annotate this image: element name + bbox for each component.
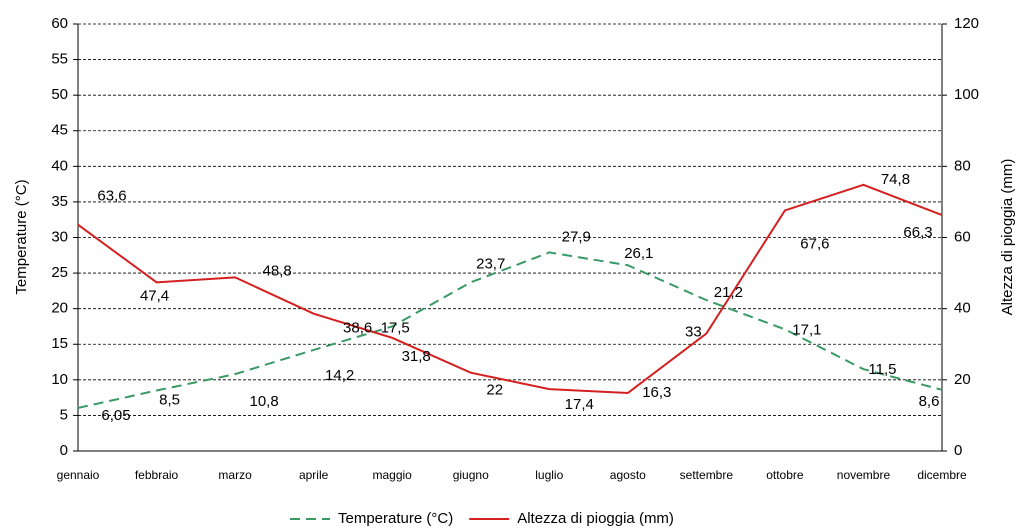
- y-tick-label: 60: [51, 15, 68, 32]
- legend-label: Temperature (°C): [338, 510, 453, 527]
- y-tick-label: 45: [51, 122, 68, 139]
- y2-tick-label: 20: [954, 371, 971, 388]
- data-label: 67,6: [800, 235, 829, 252]
- x-tick-label: settembre: [680, 468, 734, 482]
- y-tick-label: 10: [51, 371, 68, 388]
- x-tick-label: novembre: [837, 468, 891, 482]
- x-tick-label: febbraio: [135, 468, 179, 482]
- data-label: 74,8: [881, 171, 910, 188]
- y2-axis-label: Altezza di pioggia (mm): [999, 159, 1016, 316]
- data-label: 31,8: [402, 348, 431, 365]
- legend-label: Altezza di pioggia (mm): [517, 510, 674, 527]
- data-label: 66,3: [903, 224, 932, 241]
- line-series: [77, 183, 943, 395]
- x-tick-label: ottobre: [766, 468, 804, 482]
- y-tick-label: 55: [51, 51, 68, 68]
- data-label: 8,5: [159, 391, 180, 408]
- x-tick-label: giugno: [453, 468, 489, 482]
- data-label: 26,1: [624, 245, 653, 262]
- y-tick-label: 0: [60, 442, 68, 459]
- x-tick-label: aprile: [299, 468, 329, 482]
- y2-tick-label: 100: [954, 86, 979, 103]
- x-tick-label: luglio: [535, 468, 563, 482]
- y-tick-label: 35: [51, 193, 68, 210]
- y-tick-label: 20: [51, 300, 68, 317]
- y-tick-label: 40: [51, 157, 68, 174]
- data-label: 16,3: [642, 384, 671, 401]
- x-tick-label: dicembre: [917, 468, 967, 482]
- y-axis-label: Temperature (°C): [13, 179, 30, 294]
- x-tick-label: agosto: [610, 468, 646, 482]
- data-label: 48,8: [262, 262, 291, 279]
- y-tick-label: 50: [51, 86, 68, 103]
- data-label: 17,5: [381, 319, 410, 336]
- y2-tick-label: 60: [954, 228, 971, 245]
- line-series: [77, 251, 943, 409]
- data-label: 33: [685, 324, 702, 341]
- y2-tick-label: 120: [954, 15, 979, 32]
- data-label: 47,4: [140, 287, 169, 304]
- data-label: 8,6: [919, 393, 940, 410]
- data-label: 14,2: [325, 367, 354, 384]
- y-tick-label: 5: [60, 406, 68, 423]
- data-label: 38,6: [343, 320, 372, 337]
- y2-tick-label: 0: [954, 442, 962, 459]
- x-tick-label: maggio: [373, 468, 413, 482]
- y-tick-label: 15: [51, 335, 68, 352]
- data-label: 27,9: [562, 228, 591, 245]
- data-label: 10,8: [249, 393, 278, 410]
- y-tick-label: 25: [51, 264, 68, 281]
- x-tick-label: marzo: [218, 468, 252, 482]
- data-label: 11,5: [868, 361, 896, 378]
- y2-tick-label: 40: [954, 300, 971, 317]
- data-label: 17,1: [792, 321, 821, 338]
- data-label: 17,4: [565, 396, 594, 413]
- x-tick-label: gennaio: [57, 468, 100, 482]
- data-label: 63,6: [97, 188, 126, 205]
- data-label: 6,05: [101, 407, 130, 424]
- data-label: 22: [486, 382, 503, 399]
- data-label: 23,7: [476, 255, 505, 272]
- y2-tick-label: 80: [954, 157, 971, 174]
- y-tick-label: 30: [51, 228, 68, 245]
